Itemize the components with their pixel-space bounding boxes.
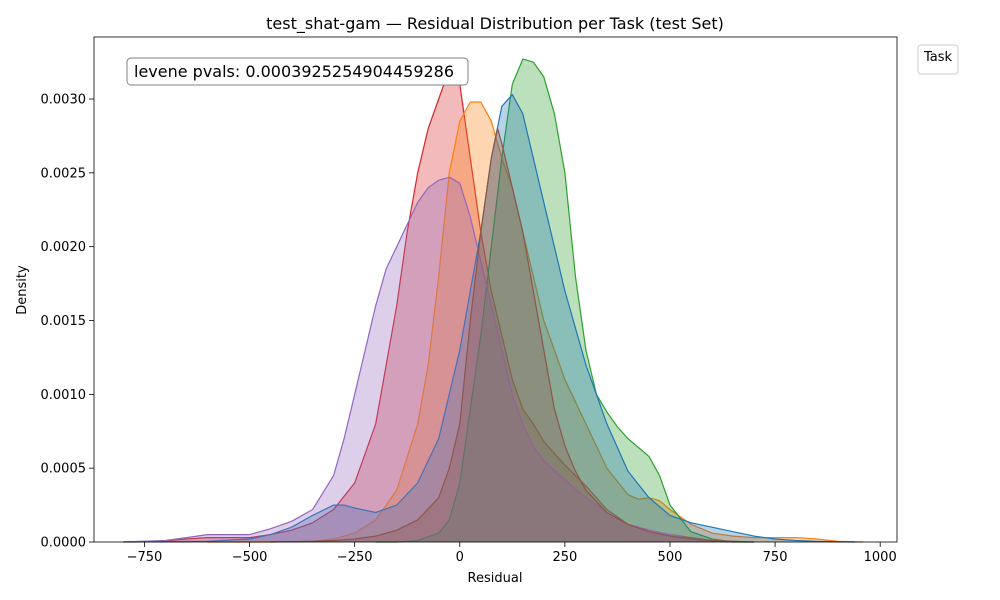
y-tick-label: 0.0010	[41, 388, 87, 403]
legend-title: Task	[923, 50, 953, 65]
legend-frame	[917, 44, 959, 75]
density-fill-4	[123, 94, 855, 542]
x-tick-label: 750	[763, 550, 788, 565]
x-tick-label: −250	[337, 550, 373, 565]
x-tick-label: 500	[658, 550, 683, 565]
density-fill-1	[123, 66, 733, 542]
x-tick-label: 250	[552, 550, 577, 565]
y-tick-label: 0.0005	[41, 462, 87, 477]
density-fill-3	[375, 59, 755, 542]
plot-area	[123, 58, 864, 543]
density-line-3	[375, 58, 755, 543]
y-tick-label: 0.0000	[41, 536, 87, 551]
x-tick-label: −500	[232, 550, 268, 565]
density-fill-6	[270, 128, 755, 542]
x-axis: −750 −500 −250 0 250 500 750 1000	[127, 542, 897, 565]
y-tick-label: 0.0015	[41, 314, 87, 329]
annotation-box: levene pvals: 0.0003925254904459286	[126, 57, 469, 86]
y-tick-label: 0.0025	[41, 166, 87, 181]
density-line-6	[270, 127, 755, 543]
y-tick-label: 0.0030	[41, 93, 87, 108]
x-tick-label: 1000	[864, 550, 897, 565]
levene-annotation: levene pvals: 0.0003925254904459286	[134, 62, 454, 81]
annotation-frame	[126, 57, 469, 86]
chart-title: test_shat-gam — Residual Distribution pe…	[266, 14, 724, 34]
axes-frame	[93, 36, 898, 543]
density-fill-5	[123, 177, 733, 543]
density-line-4	[123, 94, 856, 543]
x-axis-label: Residual	[468, 571, 523, 586]
x-tick-label: −750	[127, 550, 163, 565]
x-tick-label: 0	[456, 550, 464, 565]
density-line-5	[123, 176, 734, 543]
legend: Task	[917, 44, 959, 75]
y-axis: 0.0000 0.0005 0.0010 0.0015 0.0020 0.0025 0.00…	[41, 93, 94, 551]
y-tick-label: 0.0020	[41, 240, 87, 255]
y-axis-label: Density	[15, 265, 30, 315]
density-line-2	[207, 101, 864, 543]
density-fill-2	[207, 102, 864, 542]
